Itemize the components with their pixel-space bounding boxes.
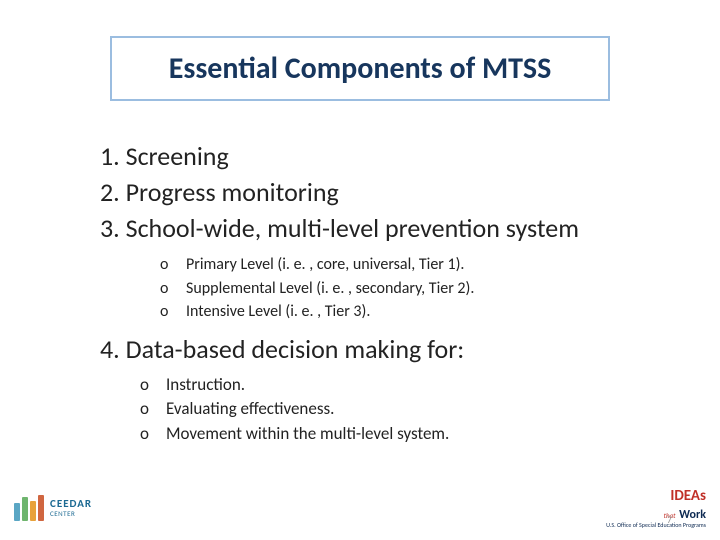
title-box: Essential Components of MTSS (110, 36, 610, 101)
sub-list-item: o Evaluating effectiveness. (140, 397, 660, 422)
bullet: o (160, 253, 186, 276)
slide-number: 7 (667, 513, 672, 526)
ceedar-name: CEEDAR (50, 498, 92, 509)
sub-item-text: Intensive Level (i. e. , Tier 3). (186, 300, 370, 323)
sub-list-item: o Primary Level (i. e. , core, universal… (160, 253, 660, 276)
bullet: o (160, 277, 186, 300)
sub-list-item: o Movement within the multi-level system… (140, 422, 660, 447)
list-item: 3. School-wide, multi-level prevention s… (100, 212, 660, 246)
ceedar-text-block: CEEDAR CENTER (50, 498, 92, 518)
sub-item-text: Movement within the multi-level system. (166, 422, 449, 447)
ideas-logo: IDEAs that Work U.S. Office of Special E… (606, 487, 706, 529)
ideas-work: Work (679, 508, 706, 522)
list-item: 2. Progress monitoring (100, 176, 660, 210)
ceedar-icon (14, 495, 44, 521)
ceedar-sub: CENTER (50, 509, 92, 518)
content-body: 1. Screening 2. Progress monitoring 3. S… (100, 140, 660, 455)
logo-bar (22, 497, 28, 521)
ideas-office: U.S. Office of Special Education Program… (606, 522, 706, 529)
ceedar-logo: CEEDAR CENTER (14, 495, 92, 521)
footer: CEEDAR CENTER IDEAs that Work U.S. Offic… (0, 484, 720, 532)
bullet: o (140, 397, 166, 422)
sub-list-item: o Instruction. (140, 373, 660, 398)
logo-bar (30, 501, 36, 521)
list-item: 1. Screening (100, 140, 660, 174)
bullet: o (140, 422, 166, 447)
sub-item-text: Evaluating effectiveness. (166, 397, 334, 422)
ideas-word: IDEAs (670, 487, 706, 505)
sub-list-levels: o Primary Level (i. e. , core, universal… (160, 253, 660, 323)
sub-item-text: Supplemental Level (i. e. , secondary, T… (186, 277, 474, 300)
bullet: o (140, 373, 166, 398)
bullet: o (160, 300, 186, 323)
list-item: 4. Data-based decision making for: (100, 333, 660, 367)
page-title: Essential Components of MTSS (132, 50, 588, 87)
sub-item-text: Primary Level (i. e. , core, universal, … (186, 253, 464, 276)
logo-bar (14, 503, 20, 521)
sub-list-decisions: o Instruction. o Evaluating effectivenes… (140, 373, 660, 447)
sub-item-text: Instruction. (166, 373, 245, 398)
sub-list-item: o Intensive Level (i. e. , Tier 3). (160, 300, 660, 323)
logo-bar (38, 495, 44, 521)
sub-list-item: o Supplemental Level (i. e. , secondary,… (160, 277, 660, 300)
